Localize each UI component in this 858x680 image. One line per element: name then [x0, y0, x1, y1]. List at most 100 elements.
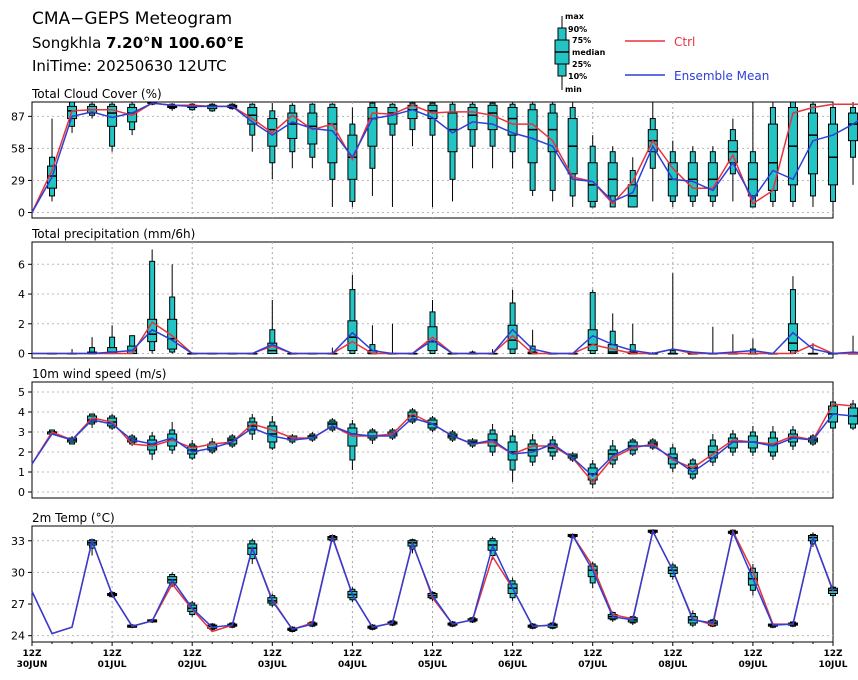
precip-box-inner — [587, 329, 598, 352]
legend-p25-label: 25% — [572, 60, 591, 69]
temp-ytick-label: 24 — [11, 630, 25, 643]
cloud-box — [127, 102, 138, 136]
precip-box-outer — [589, 292, 596, 355]
cloud-box — [727, 118, 738, 202]
cloud-ytick-label: 87 — [11, 110, 25, 123]
cloud-box — [327, 103, 338, 207]
cloud-box — [207, 103, 218, 112]
cloud-box — [487, 102, 498, 169]
wind-box — [828, 392, 838, 432]
cloud-plot: 0 29 58 87 — [11, 101, 858, 219]
cloud-box — [607, 146, 618, 208]
x-tick-date: 08JUL — [658, 660, 687, 670]
wind-ytick-label: 4 — [18, 406, 25, 419]
cloud-box — [687, 146, 698, 207]
wind-box-inner — [347, 427, 358, 447]
x-tick-hour: 12Z — [343, 649, 363, 659]
cloud-ytick-label: 29 — [11, 174, 25, 187]
wind-mean-line — [31, 413, 854, 478]
legend-mean-label: Ensemble Mean — [674, 69, 769, 83]
cloud-ytick-label: 58 — [11, 142, 25, 155]
precip-box — [167, 264, 178, 354]
location-name: Songkhla — [32, 34, 101, 52]
wind-ytick-label: 2 — [18, 446, 25, 459]
legend-box-icon — [554, 16, 570, 90]
precip-ytick-label: 6 — [18, 258, 25, 271]
cloud-box-inner — [527, 109, 538, 164]
legend-min-label: min — [565, 85, 582, 94]
wind-box — [327, 418, 338, 432]
cloud-box — [407, 102, 418, 147]
cloud-box — [747, 102, 758, 208]
x-tick-hour: 12Z — [583, 649, 603, 659]
x-tick-hour: 12Z — [103, 649, 123, 659]
cloud-box — [848, 102, 858, 185]
wind-box-inner — [327, 421, 338, 429]
panel-title-cloud: Total Cloud Cover (%) — [31, 87, 162, 101]
cloud-box — [707, 146, 718, 207]
cloud-box — [627, 157, 638, 208]
x-tick-hour: 12Z — [423, 649, 443, 659]
precip-box-inner — [427, 326, 438, 352]
precip-box — [367, 325, 378, 355]
cloud-box — [247, 103, 258, 152]
cloud-box — [447, 102, 458, 202]
temp-plot: 24 27 30 33 — [11, 526, 838, 643]
x-axis: 12Z30JUN12Z01JUL12Z02JUL12Z03JUL12Z04JUL… — [17, 642, 848, 670]
cloud-ytick-label: 0 — [18, 206, 25, 219]
init-time: IniTime: 20250630 12UTC — [32, 57, 227, 75]
precip-box — [147, 249, 158, 354]
wind-box — [507, 430, 518, 482]
precip-ytick-label: 0 — [18, 348, 25, 361]
cloud-box-inner — [848, 112, 858, 142]
cloud-box — [567, 102, 578, 207]
wind-box — [227, 434, 238, 448]
precip-box-outer — [149, 260, 156, 352]
chart-title: CMA−GEPS Meteogram — [32, 9, 232, 29]
wind-plot: 0 1 2 3 4 5 — [18, 382, 858, 499]
precip-box-inner — [347, 320, 358, 352]
precip-box — [667, 273, 678, 355]
x-tick-hour: 12Z — [743, 649, 763, 659]
x-tick-hour: 12Z — [823, 649, 843, 659]
wind-box — [707, 434, 718, 466]
legend-p75-label: 75% — [572, 36, 591, 45]
precip-box — [387, 323, 398, 355]
precip-ytick-label: 4 — [18, 288, 25, 301]
cloud-box — [287, 103, 298, 169]
wind-box — [848, 400, 858, 430]
legend-p10-label: 10% — [568, 72, 587, 81]
cloud-box-inner — [828, 123, 838, 186]
cloud-box-inner — [547, 112, 558, 153]
x-tick-date: 01JUL — [98, 660, 127, 670]
cloud-box-inner — [327, 107, 338, 164]
x-tick-date: 07JUL — [578, 660, 607, 670]
cloud-mean-line — [31, 102, 858, 213]
wind-ytick-label: 3 — [18, 426, 25, 439]
x-tick-date: 30JUN — [17, 660, 48, 670]
cloud-box — [267, 103, 278, 180]
cloud-box — [787, 101, 798, 207]
cloud-box — [467, 102, 478, 169]
x-tick-hour: 12Z — [22, 649, 42, 659]
precip-box-inner — [507, 324, 518, 350]
x-tick-date: 04JUL — [338, 660, 367, 670]
precip-box-inner — [787, 323, 798, 352]
x-tick-date: 06JUL — [498, 660, 527, 670]
precip-box — [87, 337, 98, 355]
panel-title-precip: Total precipitation (mm/6h) — [31, 227, 195, 241]
temp-ytick-label: 30 — [11, 566, 25, 579]
cloud-box-inner — [467, 107, 478, 131]
x-tick-date: 05JUL — [418, 660, 447, 670]
x-tick-hour: 12Z — [263, 649, 283, 659]
temp-ytick-label: 33 — [11, 535, 25, 548]
legend-max-label: max — [565, 12, 585, 21]
precip-box — [707, 326, 718, 355]
cloud-ctrl-line — [31, 102, 858, 213]
precip-box-inner — [167, 318, 178, 350]
cloud-box — [387, 103, 398, 207]
cloud-box — [507, 102, 518, 169]
wind-ytick-label: 5 — [18, 386, 25, 399]
